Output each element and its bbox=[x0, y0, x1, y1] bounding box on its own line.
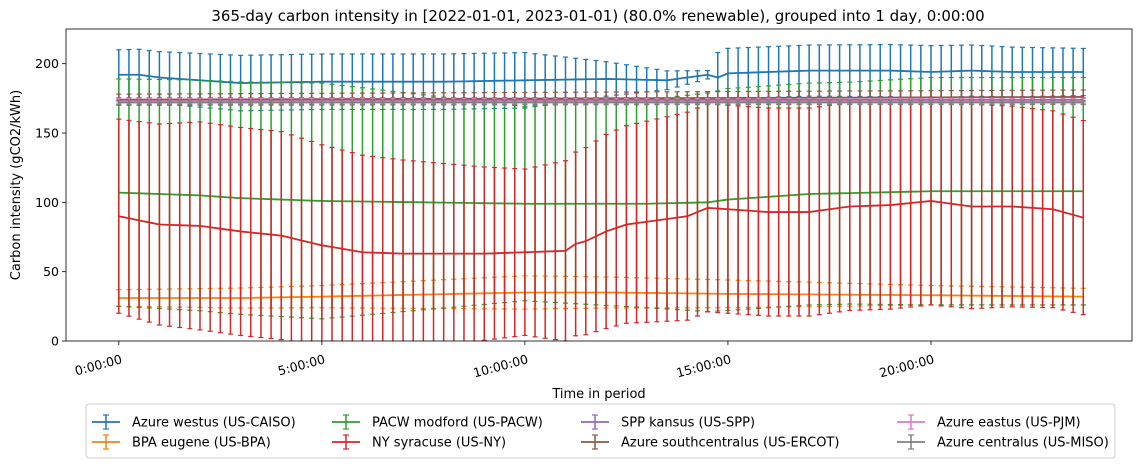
legend-label: SPP kansus (US-SPP) bbox=[621, 416, 755, 431]
x-axis-label: Time in period bbox=[551, 387, 645, 402]
legend-item: PACW modford (US-PACW) bbox=[332, 414, 543, 431]
legend-item: Azure centralus (US-MISO) bbox=[897, 434, 1109, 451]
y-tick-label: 0 bbox=[51, 334, 59, 349]
series-line bbox=[118, 96, 1084, 101]
series-2 bbox=[116, 275, 1086, 310]
legend-label: Azure eastus (US-PJM) bbox=[937, 416, 1081, 431]
series-line bbox=[118, 200, 1084, 255]
legend-item: NY syracuse (US-NY) bbox=[332, 434, 506, 451]
legend-item: Azure southcentralus (US-ERCOT) bbox=[581, 434, 839, 451]
legend-label: Azure westus (US-CAISO) bbox=[132, 416, 296, 431]
legend-label: Azure centralus (US-MISO) bbox=[937, 436, 1109, 451]
series-line bbox=[118, 291, 1084, 299]
x-tick-label: 0:00:00 bbox=[73, 351, 123, 378]
legend-label: Azure southcentralus (US-ERCOT) bbox=[621, 436, 839, 451]
x-tick-label: 5:00:00 bbox=[276, 351, 326, 378]
legend-item: Azure westus (US-CAISO) bbox=[92, 414, 296, 431]
plot-area bbox=[116, 43, 1086, 341]
legend-item: Azure eastus (US-PJM) bbox=[897, 414, 1081, 431]
series-4 bbox=[116, 96, 1086, 341]
plot-frame bbox=[65, 28, 1133, 342]
x-axis: 0:00:00 5:00:00 10:00:00 15:00:00 20:00:00 bbox=[73, 341, 936, 380]
x-tick-label: 10:00:00 bbox=[472, 351, 530, 380]
legend-label: BPA eugene (US-BPA) bbox=[132, 436, 271, 451]
legend-item: SPP kansus (US-SPP) bbox=[581, 414, 755, 431]
series-3 bbox=[116, 76, 1086, 320]
y-tick-label: 150 bbox=[35, 126, 59, 141]
chart-title: 365-day carbon intensity in [2022-01-01,… bbox=[211, 7, 984, 25]
x-tick-label: 20:00:00 bbox=[878, 351, 936, 380]
legend-label: PACW modford (US-PACW) bbox=[372, 416, 543, 431]
series-line bbox=[118, 190, 1084, 205]
legend-label: NY syracuse (US-NY) bbox=[372, 436, 506, 451]
x-tick-label: 15:00:00 bbox=[675, 351, 733, 380]
series-8 bbox=[116, 99, 1086, 106]
y-tick-label: 100 bbox=[35, 195, 59, 210]
y-axis-label: Carbon intensity (gCO2/kWh) bbox=[9, 90, 24, 280]
legend-item: BPA eugene (US-BPA) bbox=[92, 434, 271, 451]
legend: Azure westus (US-CAISO) BPA eugene (US-BP… bbox=[85, 403, 1116, 459]
legend-frame bbox=[85, 403, 1116, 459]
series-line bbox=[118, 69, 1084, 84]
y-tick-label: 200 bbox=[35, 56, 59, 71]
y-axis: 0 50 100 150 200 bbox=[35, 56, 66, 349]
y-tick-label: 50 bbox=[43, 264, 59, 279]
